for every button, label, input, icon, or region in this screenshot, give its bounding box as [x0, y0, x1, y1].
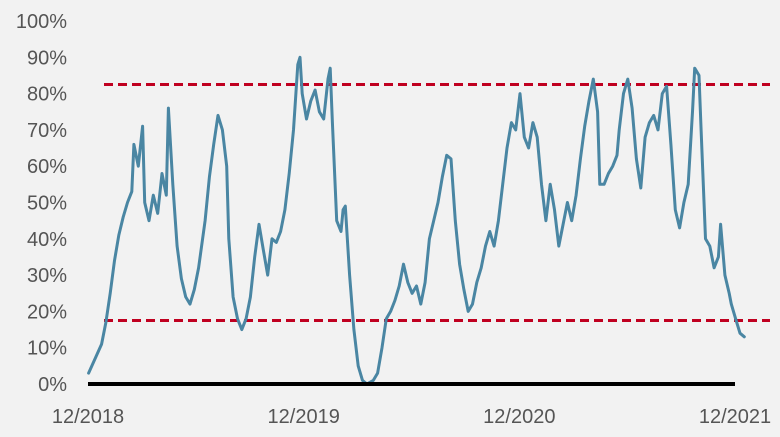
y-axis-labels: 0% 10% 20% 30% 40% 50% 60% 70% 80% 90% 100% [16, 11, 67, 396]
y-tick-label: 10% [27, 338, 67, 360]
y-tick-label: 20% [27, 301, 67, 323]
series-group [87, 55, 746, 386]
x-axis-labels: 12/2018 12/2019 12/2020 12/2021 [52, 406, 771, 428]
series-line [87, 55, 746, 386]
y-tick-label: 90% [27, 47, 67, 69]
x-tick-label: 12/2019 [268, 406, 340, 428]
y-tick-label: 50% [27, 193, 67, 215]
y-tick-label: 60% [27, 156, 67, 178]
y-tick-label: 0% [38, 374, 67, 396]
x-tick-label: 12/2021 [699, 406, 771, 428]
x-tick-label: 12/2018 [52, 406, 124, 428]
y-tick-label: 100% [16, 11, 67, 33]
y-tick-label: 40% [27, 229, 67, 251]
y-tick-label: 70% [27, 120, 67, 142]
y-tick-label: 30% [27, 265, 67, 287]
reference-lines [104, 83, 770, 322]
x-tick-label: 12/2020 [483, 406, 555, 428]
y-tick-label: 80% [27, 84, 67, 106]
